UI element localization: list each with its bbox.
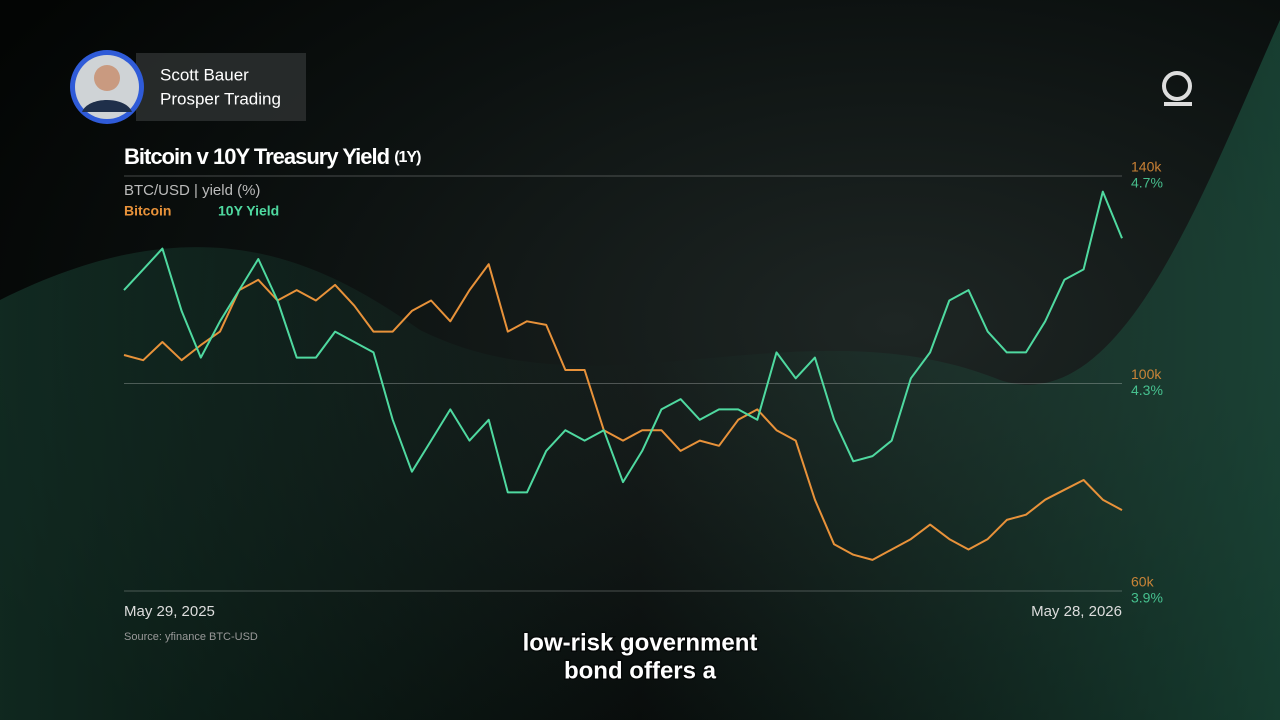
series-line: [123, 190, 1123, 494]
y2-tick-label: 3.9%: [1131, 590, 1163, 606]
presenter-card: [136, 53, 306, 121]
y-tick-label: 140k: [1131, 159, 1162, 175]
y2-tick-label: 4.7%: [1131, 175, 1163, 191]
legend-label: 10Y Yield: [218, 203, 279, 219]
caption-line: bond offers a: [564, 657, 717, 684]
avatar-shirt: [82, 100, 132, 112]
chart-subtitle: BTC/USD | yield (%): [124, 182, 260, 199]
series-line: [123, 263, 1123, 561]
y2-tick-label: 4.3%: [1131, 382, 1163, 398]
y-tick-label: 100k: [1131, 366, 1162, 382]
x-tick-label: May 28, 2026: [1031, 603, 1122, 620]
logo: [1162, 71, 1192, 101]
chart-title: Bitcoin v 10Y Treasury Yield (1Y): [124, 144, 421, 169]
source: Source: yfinance BTC-USD: [124, 631, 258, 643]
legend-label: Bitcoin: [124, 203, 171, 219]
presenter-company: Prosper Trading: [160, 89, 281, 108]
avatar-face: [94, 65, 120, 91]
presenter-name: Scott Bauer: [160, 65, 249, 84]
caption-line: low-risk government: [523, 629, 758, 656]
y-tick-label: 60k: [1131, 574, 1155, 590]
x-tick-label: May 29, 2025: [124, 603, 215, 620]
